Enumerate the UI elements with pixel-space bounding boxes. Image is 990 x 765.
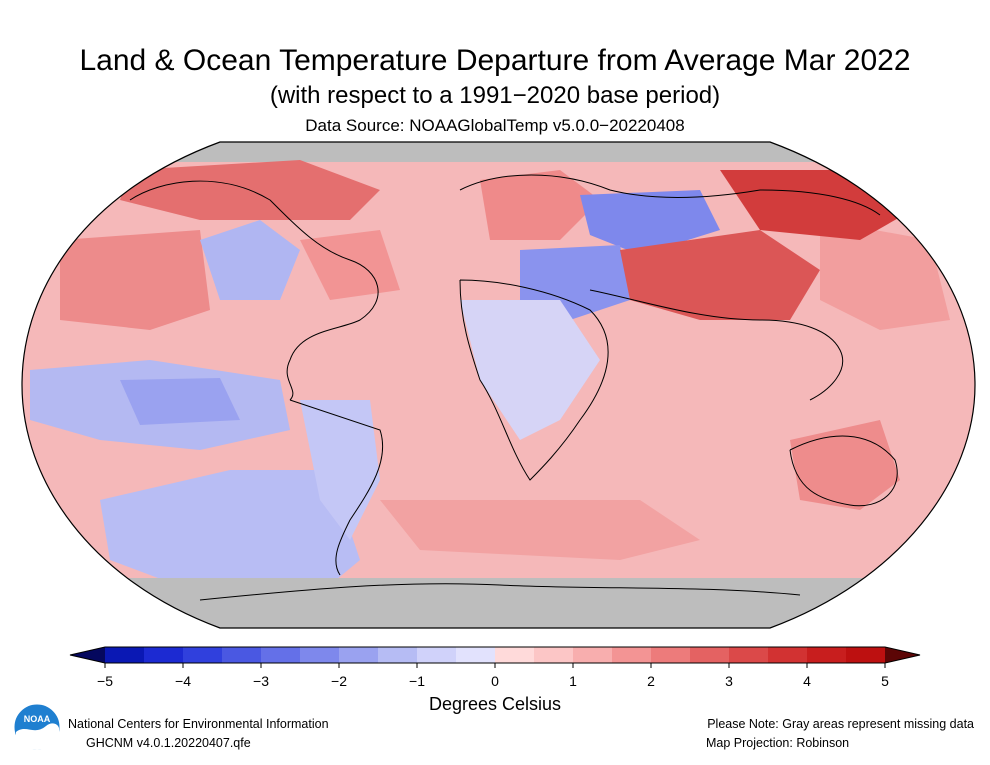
agency-name: National Centers for Environmental Infor…: [68, 717, 329, 731]
north-pacific-warm: [60, 230, 210, 330]
colorbar-extend-low: [70, 647, 105, 663]
africa-mixed: [460, 300, 600, 440]
colorbar-swatch: [534, 647, 574, 663]
colorbar-tick-label: 2: [647, 673, 655, 689]
northwest-pacific-warm: [820, 220, 950, 330]
colorbar-swatch: [456, 647, 496, 663]
colorbar-swatch: [300, 647, 340, 663]
map-border: [21, 141, 976, 629]
western-russia-cool: [580, 190, 720, 255]
colorbar-swatch: [105, 647, 145, 663]
colorbar-tick-label: 4: [803, 673, 811, 689]
colorbar-tick-label: −5: [97, 673, 113, 689]
colorbar-swatch: [144, 647, 184, 663]
southeast-pacific-cool: [100, 470, 360, 610]
missing-data-arctic: [22, 142, 975, 162]
missing-data-note: Please Note: Gray areas represent missin…: [707, 717, 974, 731]
svg-text:NOAA: NOAA: [24, 714, 51, 724]
colorbar-swatch: [222, 647, 262, 663]
projection-note: Map Projection: Robinson: [706, 736, 850, 750]
southern-ocean-warm: [380, 500, 700, 560]
coastlines: [129, 174, 898, 601]
colorbar-swatch: [417, 647, 457, 663]
colorbar-swatch: [729, 647, 769, 663]
australia-coast: [789, 435, 898, 507]
colorbar-label: Degrees Celsius: [428, 694, 562, 714]
colorbar-swatch: [261, 647, 301, 663]
colorbar-swatch: [495, 647, 535, 663]
north-america-coast: [129, 180, 379, 401]
colorbar-tick-label: −1: [409, 673, 425, 689]
eurasia-north-coast: [459, 174, 881, 216]
map-title: Land & Ocean Temperature Departure from …: [79, 44, 911, 77]
colorbar: [69, 646, 921, 668]
colorbar-extend-high: [885, 647, 920, 663]
data-source: Data Source: NOAAGlobalTemp v5.0.0−20220…: [305, 116, 685, 135]
colorbar-swatch: [690, 647, 730, 663]
colorbar-swatch: [807, 647, 847, 663]
colorbar-tick-label: 3: [725, 673, 733, 689]
colorbar-swatch: [846, 647, 886, 663]
colorbar-tick-label: −2: [331, 673, 347, 689]
missing-data-antarctic: [22, 578, 975, 628]
colorbar-tick-label: −3: [253, 673, 269, 689]
map-subtitle: (with respect to a 1991−2020 base period…: [269, 82, 721, 109]
colorbar-swatch: [183, 647, 223, 663]
south-america-coast: [289, 399, 384, 576]
europe-warm: [480, 170, 600, 240]
noaa-logo-icon: NOAA: [13, 703, 61, 751]
colorbar-swatch: [768, 647, 808, 663]
colorbar-tick-label: −4: [175, 673, 191, 689]
colorbar-swatch: [573, 647, 613, 663]
colorbar-tick-label: 5: [881, 673, 889, 689]
south-asia-coast: [589, 289, 844, 401]
antarctica-coast: [199, 583, 801, 601]
colorbar-swatch: [378, 647, 418, 663]
central-asia-warm: [620, 230, 820, 320]
colorbar-swatch: [651, 647, 691, 663]
colorbar-swatch: [612, 647, 652, 663]
tropical-pacific-core-cool: [120, 378, 240, 425]
colorbar-tick-label: 0: [491, 673, 499, 689]
colorbar-tick-label: 1: [569, 673, 577, 689]
eastern-canada-warm: [300, 230, 400, 300]
dataset-version: GHCNM v4.0.1.20220407.qfe: [86, 736, 251, 750]
colorbar-swatch: [339, 647, 379, 663]
africa-coast: [459, 279, 609, 481]
western-north-america-cool: [200, 220, 300, 300]
